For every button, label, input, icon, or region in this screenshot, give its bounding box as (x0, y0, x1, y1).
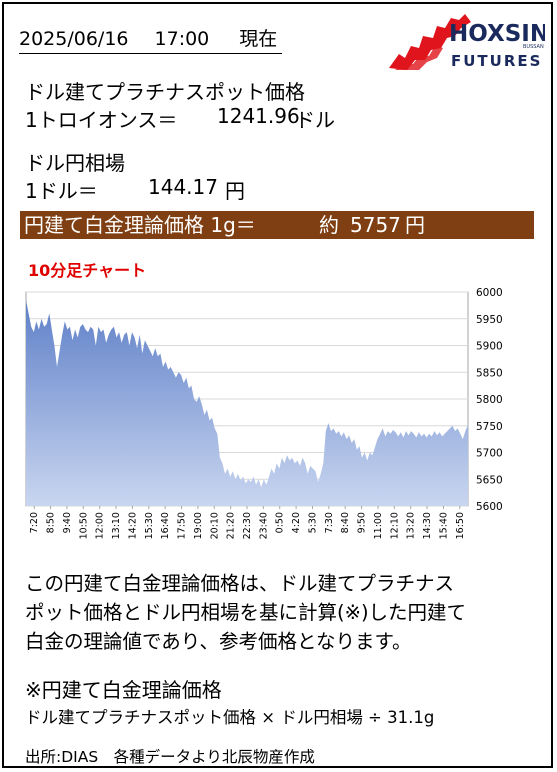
y-tick-label: 5750 (476, 421, 503, 433)
x-tick-label: 15:30 (144, 512, 155, 539)
x-tick-label: 5:30 (307, 512, 318, 533)
explanation-line-2: ポット価格とドル円相場を基に計算(※)した円建て (25, 601, 467, 624)
platinum-unit-label: 1トロイオンス＝ (25, 108, 178, 132)
platinum-title: ドル建てプラチナスポット価格 (25, 80, 305, 104)
price-chart: 5600 5650 5700 5750 5800 5850 5900 5950 6000 7:20… (22, 287, 542, 550)
x-tick-label: 4:20 (291, 512, 302, 533)
theory-currency: 円 (405, 213, 425, 237)
x-tick-label: 17:50 (177, 512, 188, 539)
fx-unit-label: 1ドル＝ (25, 179, 98, 203)
x-tick-label: 8:50 (46, 512, 57, 533)
y-tick-label: 5850 (476, 367, 503, 379)
x-tick-label: 14:30 (422, 512, 433, 539)
x-tick-label: 0:50 (275, 512, 286, 533)
theory-label: 円建て白金理論価格 1g＝ (24, 213, 256, 237)
theory-price-bar: 円建て白金理論価格 1g＝ 約 5757 円 (20, 211, 534, 239)
y-tick-label: 5800 (476, 394, 503, 406)
x-tick-label: 16:40 (160, 512, 171, 539)
fx-rate-row: 1ドル＝ 144.17 円 (25, 175, 355, 203)
x-tick-label: 7:30 (324, 512, 335, 533)
fx-title: ドル円相場 (25, 151, 125, 175)
explanation-line-3: 白金の理論値であり、参考価格となります。 (25, 630, 412, 653)
x-tick-label: 11:00 (373, 512, 384, 539)
x-tick-label: 13:10 (111, 512, 122, 539)
y-tick-label: 5900 (476, 341, 503, 353)
x-tick-label: 7:20 (29, 512, 40, 533)
x-tick-label: 8:40 (340, 512, 351, 533)
y-tick-label: 6000 (476, 288, 503, 299)
logo-tag: BUSSAN (523, 44, 544, 50)
x-tick-label: 20:10 (209, 512, 220, 539)
chart-svg: 5600 5650 5700 5750 5800 5850 5900 5950 6000 7:20… (25, 287, 503, 539)
x-tick-label: 19:00 (193, 512, 204, 539)
x-tick-label: 9:50 (357, 512, 368, 533)
note-formula: ドル建てプラチナスポット価格 × ドル円相場 ÷ 31.1g (25, 708, 435, 727)
x-tick-label: 21:20 (226, 512, 237, 539)
platinum-value: 1241.96 (217, 104, 300, 128)
y-tick-label: 5700 (476, 448, 503, 460)
logo-sub: FUTURES (451, 52, 542, 70)
x-tick-label: 9:40 (62, 512, 73, 533)
date-text: 2025/06/16 (19, 28, 129, 50)
x-tick-label: 16:50 (455, 512, 466, 539)
explanation-line-1: この円建て白金理論価格は、ドル建てプラチナス (25, 572, 455, 595)
x-tick-label: 15:40 (438, 512, 449, 539)
x-tick-label: 12:10 (389, 512, 400, 539)
explanation-text: この円建て白金理論価格は、ドル建てプラチナス ポット価格とドル円相場を基に計算(… (25, 569, 466, 656)
platinum-price-row: 1トロイオンス＝ 1241.96 ドル (25, 104, 355, 132)
series-area (26, 300, 468, 506)
chart-title: 10分足チャート (28, 261, 147, 280)
y-tick-label: 5650 (476, 474, 503, 486)
y-tick-label: 5600 (476, 501, 503, 513)
platinum-currency: ドル (295, 108, 335, 132)
hoxsin-logo: HOXSIN BUSSAN FUTURES (385, 8, 549, 74)
x-tick-label: 12:00 (95, 512, 106, 539)
x-tick-label: 10:50 (78, 512, 89, 539)
status-text: 現在 (239, 28, 278, 50)
datetime-header: 2025/06/16 17:00 現在 (19, 24, 283, 54)
theory-approx: 約 (319, 213, 339, 237)
time-text: 17:00 (154, 28, 210, 50)
x-tick-label: 23:40 (258, 512, 269, 539)
logo-name: HOXSIN (449, 21, 545, 47)
y-tick-label: 5950 (476, 314, 503, 326)
logo-graphic: HOXSIN BUSSAN FUTURES (389, 14, 549, 70)
x-tick-label: 22:30 (242, 512, 253, 539)
theory-value: 5757 (350, 213, 401, 237)
source-text: 出所:DIAS 各種データより北辰物産作成 (25, 748, 315, 766)
fx-value: 144.17 (148, 175, 218, 199)
note-heading: ※円建て白金理論価格 (25, 678, 222, 702)
x-tick-label: 14:20 (127, 512, 138, 539)
x-tick-label: 13:20 (406, 512, 417, 539)
fx-currency: 円 (225, 179, 245, 203)
